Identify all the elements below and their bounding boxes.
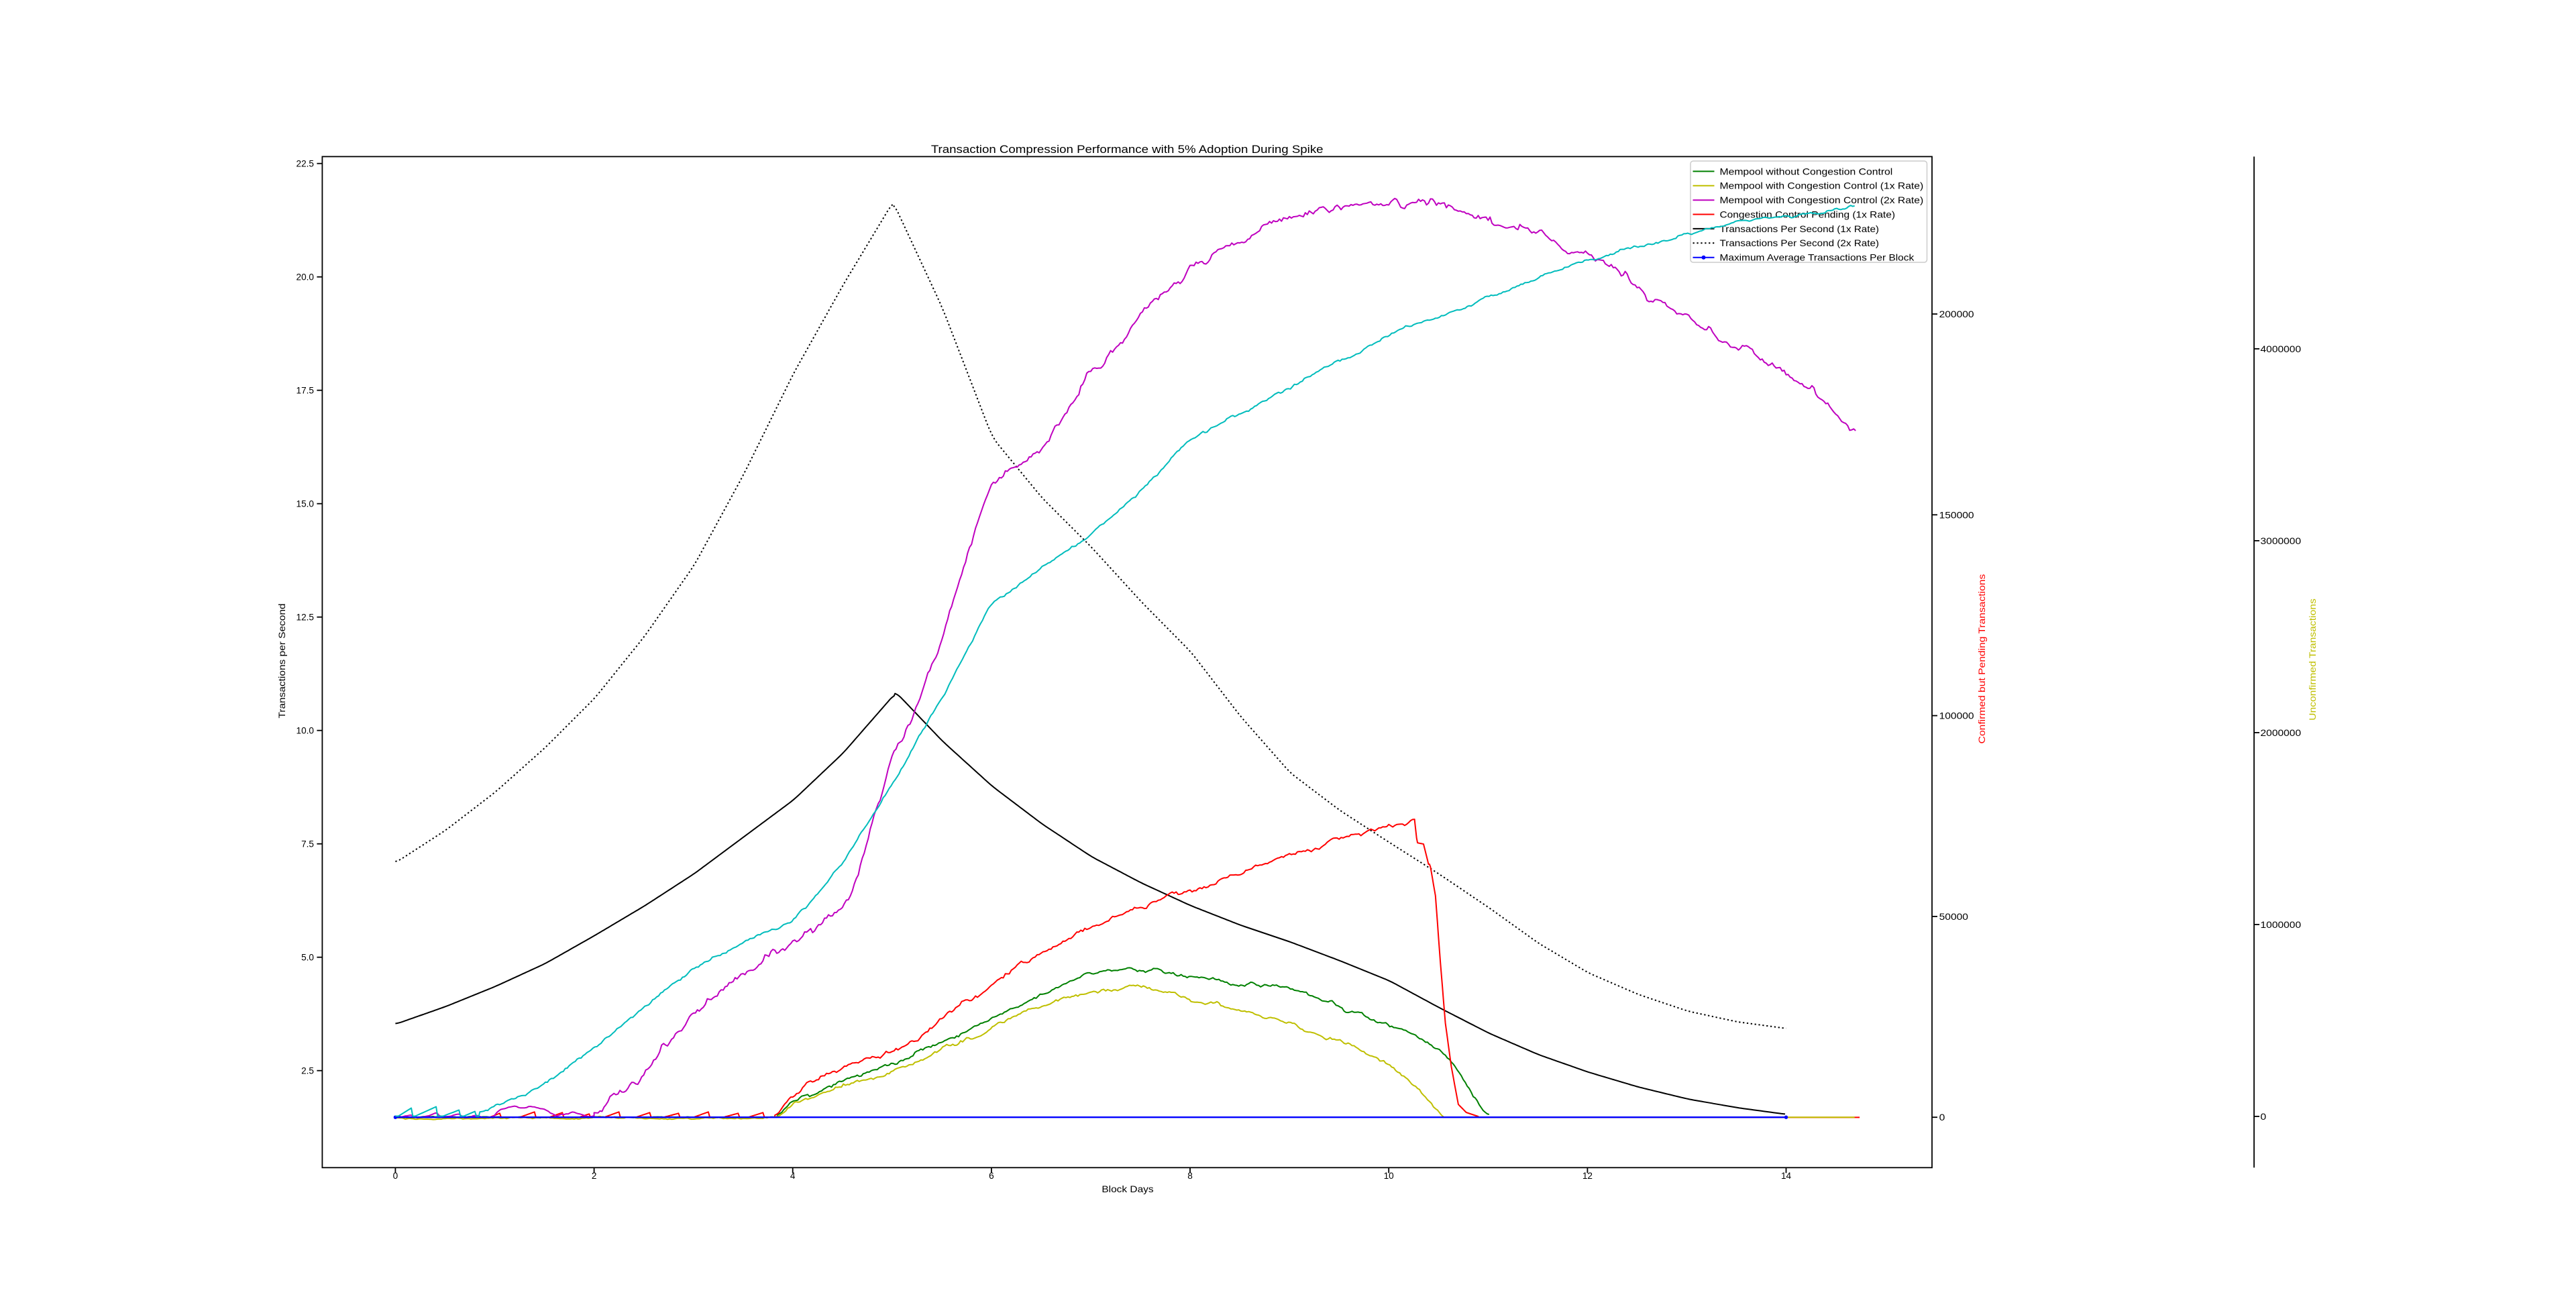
svg-text:8: 8 [1187,1171,1193,1181]
svg-text:Maximum Average Transactions P: Maximum Average Transactions Per Block [1720,252,1915,263]
svg-text:Transactions Per Second (2x Ra: Transactions Per Second (2x Rate) [1720,238,1880,248]
svg-text:Unconfirmed Transactions: Unconfirmed Transactions [2307,598,2318,721]
svg-text:Transaction Compression Perfor: Transaction Compression Performance with… [931,143,1324,156]
svg-text:1000000: 1000000 [2261,920,2302,930]
svg-text:5.0: 5.0 [301,953,314,963]
svg-text:12: 12 [1582,1171,1593,1181]
svg-text:2: 2 [592,1171,597,1181]
svg-text:50000: 50000 [1939,912,1969,922]
svg-text:2000000: 2000000 [2261,728,2302,738]
svg-text:10.0: 10.0 [297,726,315,736]
svg-text:Block Days: Block Days [1102,1184,1153,1194]
svg-text:4000000: 4000000 [2261,344,2302,354]
svg-text:7.5: 7.5 [301,839,314,849]
svg-text:0: 0 [1939,1112,1945,1122]
svg-text:12.5: 12.5 [297,613,314,623]
svg-text:Confirmed but Pending Transact: Confirmed but Pending Transactions [1976,574,1987,744]
svg-text:6: 6 [989,1171,994,1181]
svg-text:0: 0 [393,1171,398,1181]
svg-text:Mempool without Congestion Con: Mempool without Congestion Control [1720,166,1893,176]
svg-text:15.0: 15.0 [297,499,315,509]
svg-text:10: 10 [1384,1171,1395,1181]
svg-text:200000: 200000 [1939,309,1974,319]
svg-text:17.5: 17.5 [297,386,314,396]
svg-text:14: 14 [1781,1171,1792,1181]
svg-text:100000: 100000 [1939,711,1974,721]
svg-text:3000000: 3000000 [2261,536,2302,546]
svg-text:Mempool with Congestion Contro: Mempool with Congestion Control (2x Rate… [1720,195,1924,205]
svg-text:150000: 150000 [1939,510,1974,520]
svg-text:2.5: 2.5 [301,1066,314,1076]
svg-text:Transactions Per Second (1x Ra: Transactions Per Second (1x Rate) [1720,223,1880,234]
svg-text:4: 4 [790,1171,796,1181]
svg-text:Mempool with Congestion Contro: Mempool with Congestion Control (1x Rate… [1720,180,1924,191]
svg-text:Transactions per Second: Transactions per Second [276,603,287,718]
svg-text:0: 0 [2261,1112,2267,1122]
svg-text:22.5: 22.5 [297,159,314,169]
svg-text:Congestion Control Pending (1x: Congestion Control Pending (1x Rate) [1720,209,1896,219]
svg-text:20.0: 20.0 [297,272,315,282]
